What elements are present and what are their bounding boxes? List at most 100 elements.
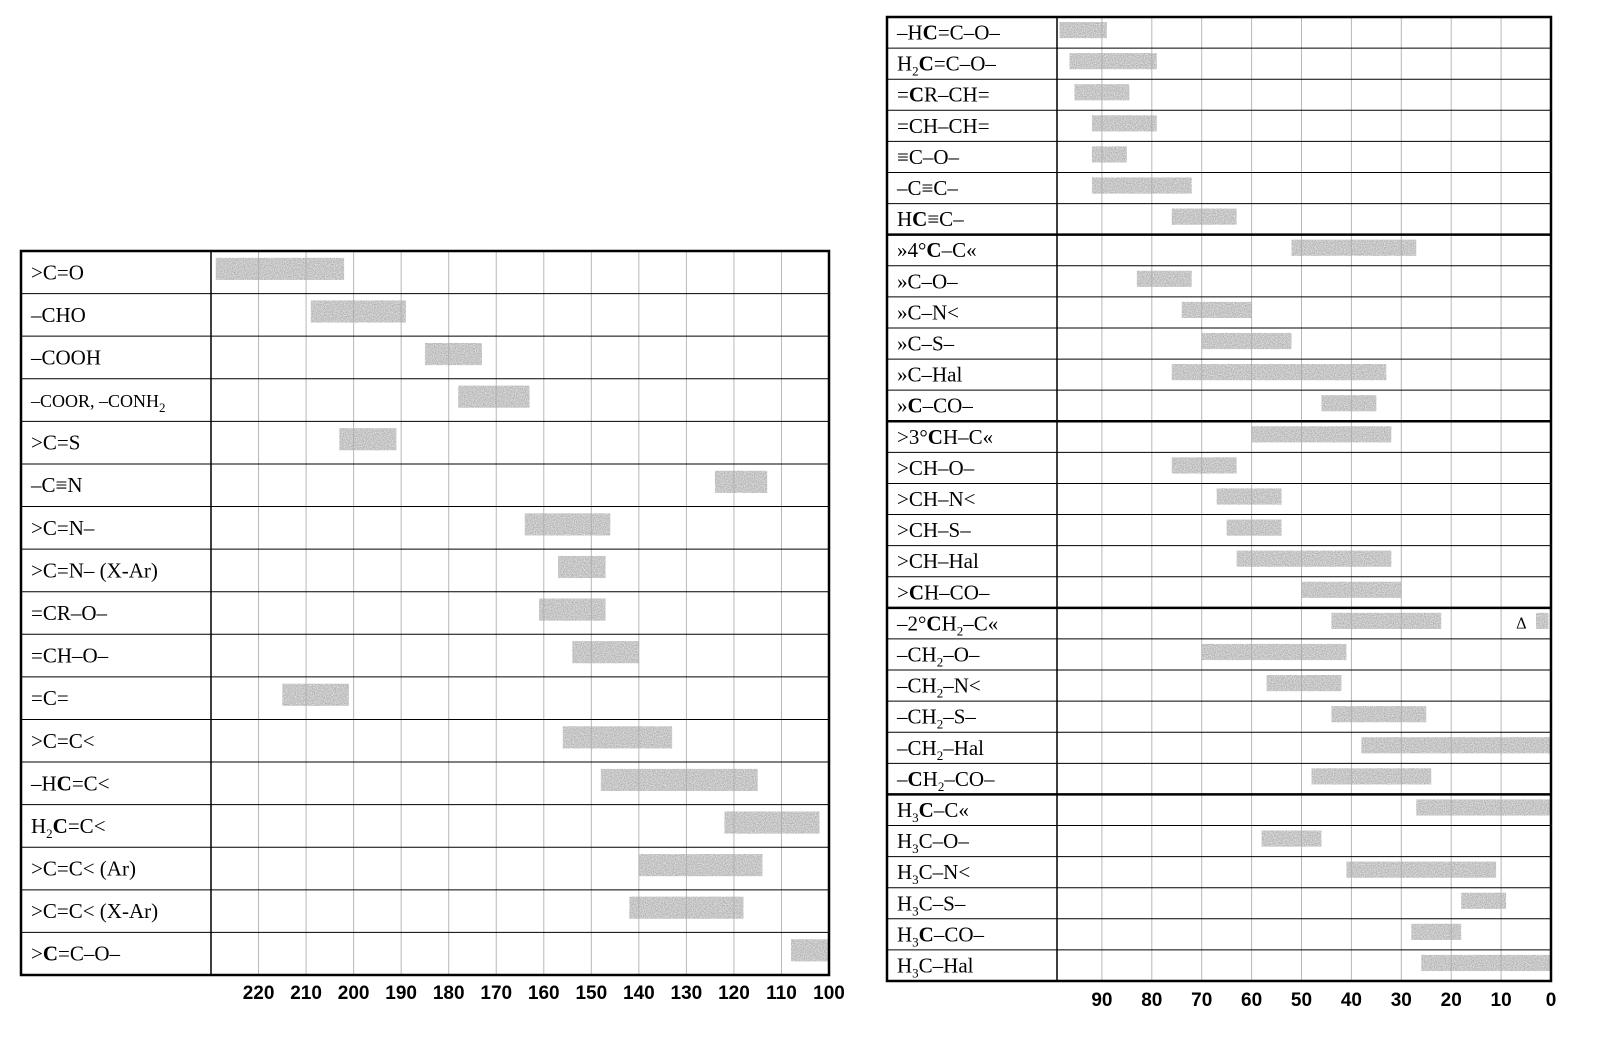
tick-label: 200 [338,983,370,1004]
label-segment: C [919,922,934,946]
row-label: =C= [31,686,69,710]
label-segment: >CH–S– [897,518,971,542]
shift-range-bar [339,428,397,451]
label-segment: >CH–O– [897,456,975,480]
label-subscript: 2 [957,623,964,638]
shift-range-bar [724,811,820,834]
label-segment: H–CO– [924,580,990,604]
row-label: H3C–CO– [897,922,985,949]
label-segment: H [942,611,957,635]
tick-label: 220 [243,983,275,1004]
label-segment: >C=S [31,431,80,455]
tick-label: 60 [1241,990,1262,1011]
label-segment: C [926,611,941,635]
shift-range-bar [310,300,406,323]
label-segment: –C≡N [30,473,83,497]
tick-label: 80 [1141,990,1162,1011]
label-segment: ≡C–O– [897,145,960,169]
label-subscript: 2 [937,717,944,732]
label-segment: C [923,21,938,45]
label-segment: –CH [896,705,937,729]
label-segment: C [919,52,934,76]
row-label: H2C=C–O– [897,52,996,79]
label-segment: –CO– [943,767,995,791]
shift-range-bar [1416,799,1551,816]
label-segment: »4° [897,238,926,262]
label-segment: = [897,83,909,107]
tick-label: 140 [623,983,655,1004]
label-subscript: 3 [912,903,919,918]
row-label: ≡C–O– [897,145,960,169]
row-label: =CH–CH= [897,114,990,138]
row-label: >CH–CO– [897,580,990,604]
shift-range-bar [1201,643,1347,661]
shift-range-bar [638,854,763,877]
label-segment: C [43,942,58,966]
shift-range-bar-extra [1536,612,1549,629]
label-segment: >3° [897,425,928,449]
label-segment: >C=O [31,260,84,284]
tick-label: 40 [1341,990,1362,1011]
label-segment: >C=C< (Ar) [31,857,136,881]
tick-label: 160 [528,983,560,1004]
label-segment: >C=N– [31,516,95,540]
label-segment: >CH–Hal [897,549,979,573]
shift-range-bar [1171,364,1387,381]
shift-range-bar [562,726,673,749]
label-segment: >C=N– (X-Ar) [31,558,158,582]
label-segment: ≡C– [927,207,964,231]
shift-range-bar [1331,612,1442,629]
label-segment: H [897,953,912,977]
label-segment: =C–O– [58,942,121,966]
shift-range-bar [1136,270,1192,287]
row-label: –COOH [30,345,101,369]
row-label: –2°CH2–C« [896,611,998,638]
tick-label: 70 [1191,990,1212,1011]
row-label: =CH–O– [31,644,109,668]
row-label: >CH–Hal [897,549,979,573]
label-subscript: 3 [912,841,919,856]
tick-label: 180 [433,983,465,1004]
tick-label: 170 [480,983,512,1004]
row-label: »C–S– [897,332,955,356]
label-subscript: 2 [938,779,945,794]
label-segment: =C–O– [938,21,1001,45]
shift-range-bar [1251,426,1392,443]
label-segment: C [926,238,941,262]
tick-label: 90 [1091,990,1112,1011]
shift-range-bar [1301,581,1402,598]
label-segment: H [897,922,912,946]
shift-range-bar [1421,954,1551,972]
label-segment: –CH [896,736,937,760]
label-segment: H [923,767,938,791]
row-label: H3C–Hal [897,953,974,980]
label-segment: H–C« [943,425,993,449]
shift-range-bar [1361,737,1551,754]
shift-range-bar [524,513,611,536]
row-label: –CH2–N< [896,674,981,701]
row-label: >C=O [31,260,84,284]
shift-range-bar [1226,519,1282,536]
row-label: –C≡C– [896,176,958,200]
label-subscript: 2 [46,826,53,841]
label-segment: –COOR, –CONH [30,391,159,411]
shift-range-bar [215,257,345,280]
label-segment: > [897,580,909,604]
row-label: H3C–C« [897,798,969,825]
tick-label: 20 [1441,990,1462,1011]
label-segment: –C« [941,238,977,262]
shift-range-bar [1461,892,1507,909]
label-segment: »C–N< [897,300,959,324]
shift-range-bar [1059,21,1107,39]
label-segment: –CH [896,674,937,698]
row-label: »4°C–C« [897,238,977,262]
row-label: >3°CH–C« [897,425,993,449]
shift-range-bar [1291,239,1417,256]
delta-note: Δ [1516,614,1527,632]
label-subscript: 3 [912,965,919,980]
shift-range-bar [539,598,606,621]
shift-range-bar [1074,84,1130,101]
label-segment: >CH–N< [897,487,976,511]
right-panel: 90 80 70 60 50 40 30 20 10 0–HC=C–O–H2C=C–O–=CR–C… [885,15,1556,1011]
